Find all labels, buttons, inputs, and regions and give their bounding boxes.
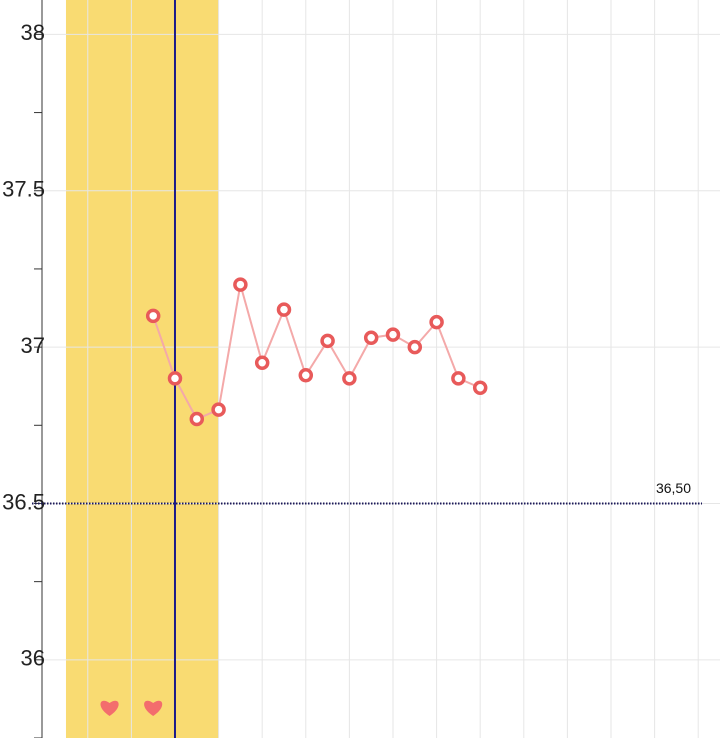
reference-label: 36,50 bbox=[656, 480, 691, 496]
data-point bbox=[451, 371, 466, 386]
data-point bbox=[429, 314, 444, 330]
data-point bbox=[298, 368, 314, 383]
data-point bbox=[342, 371, 357, 386]
y-tick-label: 37 bbox=[21, 333, 45, 358]
y-tick-label: 38 bbox=[21, 20, 45, 45]
heart-icon bbox=[100, 700, 119, 716]
y-tick-label: 36.5 bbox=[2, 489, 45, 514]
y-tick-label: 36 bbox=[21, 646, 45, 671]
data-point bbox=[320, 333, 335, 349]
data-point bbox=[385, 327, 401, 342]
data-point bbox=[407, 339, 423, 355]
data-point bbox=[472, 380, 488, 396]
data-point bbox=[211, 402, 226, 417]
data-point bbox=[145, 308, 161, 324]
temperature-line bbox=[152, 284, 481, 421]
y-tick-label: 37.5 bbox=[2, 177, 45, 202]
data-point bbox=[233, 277, 248, 292]
highlight-band bbox=[65, 0, 219, 738]
data-point bbox=[189, 411, 205, 427]
data-point bbox=[167, 371, 183, 386]
data-point bbox=[276, 302, 292, 317]
heart-icon bbox=[144, 700, 163, 716]
data-point bbox=[254, 355, 270, 370]
data-point bbox=[363, 330, 379, 345]
